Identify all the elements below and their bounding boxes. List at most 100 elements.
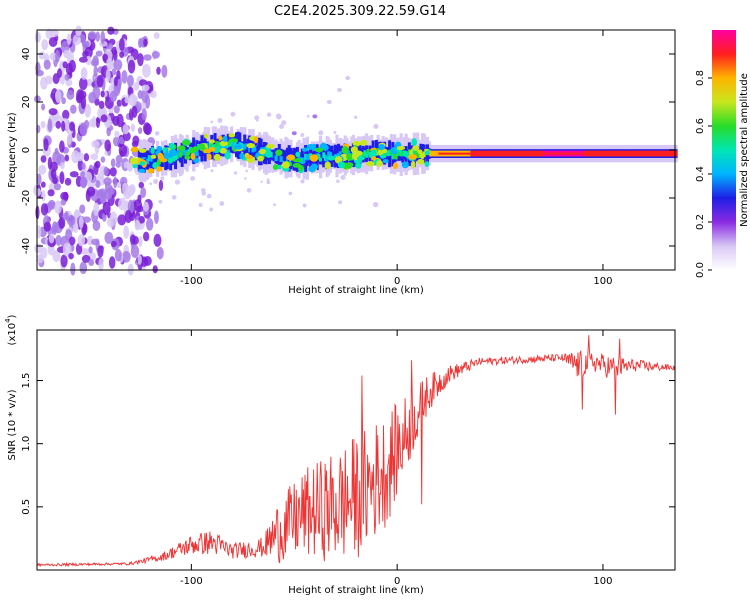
noise-blob <box>100 30 106 44</box>
noise-blob <box>103 177 112 186</box>
ridge-blob <box>258 149 267 155</box>
ridge-blob <box>370 149 377 158</box>
ridge-cell <box>416 152 420 159</box>
noise-blob <box>129 184 136 195</box>
noise-blob <box>127 59 136 74</box>
noise-blob <box>58 216 66 229</box>
ridge-cell <box>254 145 258 152</box>
noise-blob <box>78 56 88 63</box>
noise-blob <box>130 244 140 258</box>
ridge-cell <box>304 153 308 160</box>
noise-blob <box>114 248 122 262</box>
ridge-blob <box>380 154 386 159</box>
noise-blob <box>110 240 117 248</box>
ridge-blob <box>382 158 389 164</box>
ridge-cell <box>407 149 411 156</box>
ridge-cell <box>174 154 178 161</box>
faint-dot <box>245 169 248 173</box>
ridge-cell <box>396 150 400 156</box>
faint-dot <box>260 180 263 184</box>
figure-title: C2E4.2025.309.22.59.G14 <box>274 4 446 19</box>
noise-blob <box>52 73 60 85</box>
faint-dot <box>217 117 223 123</box>
faint-dot <box>244 177 247 180</box>
faint-dot <box>338 200 343 205</box>
ridge-cell <box>394 153 398 160</box>
noise-blob <box>118 38 125 51</box>
noise-blob <box>64 73 70 81</box>
noise-blob <box>113 76 118 87</box>
ridge-blob <box>206 153 212 161</box>
noise-blob <box>114 130 120 138</box>
noise-blob <box>137 38 143 49</box>
noise-blob <box>86 186 96 197</box>
noise-blob <box>79 204 86 214</box>
noise-blob <box>76 89 85 102</box>
faint-dot <box>219 201 225 206</box>
snr-frame <box>36 329 676 571</box>
noise-blob <box>40 76 48 90</box>
noise-blob <box>68 252 74 260</box>
ridge-blob <box>337 161 345 169</box>
faint-dot <box>153 179 159 185</box>
noise-blob <box>59 140 65 153</box>
ridge-cell <box>338 151 342 158</box>
ridge-cell <box>225 142 229 149</box>
noise-blob <box>95 50 103 57</box>
snr-x-tick-label: 100 <box>593 576 612 587</box>
spectrogram-x-tick-label: -100 <box>180 276 203 287</box>
noise-blob <box>124 96 130 104</box>
ridge-blob <box>360 139 368 146</box>
noise-blob <box>137 194 142 203</box>
ridge-cell <box>146 158 150 165</box>
ridge-blob <box>156 166 163 172</box>
noise-blob <box>116 113 124 128</box>
ridge-cell <box>256 146 260 152</box>
ridge-cell <box>294 154 298 161</box>
noise-blob <box>35 61 41 75</box>
noise-blob <box>131 105 138 118</box>
noise-blob <box>54 183 62 191</box>
noise-blob <box>102 201 111 216</box>
ridge-cell <box>432 150 436 157</box>
ridge-blob <box>327 155 336 161</box>
ridge-cell <box>674 150 678 157</box>
noise-blob <box>113 176 118 189</box>
noise-blob <box>143 38 148 47</box>
ridge-cell <box>244 143 248 150</box>
ridge-cell <box>253 145 257 152</box>
ridge-cell <box>307 153 311 160</box>
ridge-blob <box>157 152 164 160</box>
ridge-blob <box>139 161 146 166</box>
noise-blob <box>133 82 140 91</box>
noise-blob <box>49 52 57 61</box>
ridge-blob <box>167 157 174 164</box>
noise-blob <box>109 167 117 177</box>
noise-blob <box>62 212 69 220</box>
faint-dot <box>266 178 270 181</box>
noise-blob <box>110 158 116 168</box>
noise-blob <box>55 89 62 103</box>
ridge-cell <box>317 153 321 160</box>
ridge-blob <box>224 151 231 160</box>
noise-blob <box>112 136 120 147</box>
faint-dot <box>340 175 346 181</box>
noise-blob <box>142 201 149 212</box>
ridge-cell <box>276 154 280 161</box>
ridge-blob <box>193 157 200 164</box>
faint-dot <box>373 123 379 129</box>
noise-blob <box>96 74 104 88</box>
ridge-blob <box>424 161 430 167</box>
ridge-cell <box>258 150 262 157</box>
faint-dot <box>333 130 337 134</box>
spectrogram-y-label: Frequency (Hz) <box>7 112 18 188</box>
ridge-cell <box>397 149 401 156</box>
noise-blob <box>98 100 105 109</box>
noise-blob <box>143 54 152 61</box>
noise-blob <box>52 250 61 263</box>
ridge-cell <box>384 150 388 157</box>
ridge-cell <box>328 151 332 158</box>
noise-blob <box>38 51 46 60</box>
snr-scale-prefix: (x10 <box>7 323 18 346</box>
